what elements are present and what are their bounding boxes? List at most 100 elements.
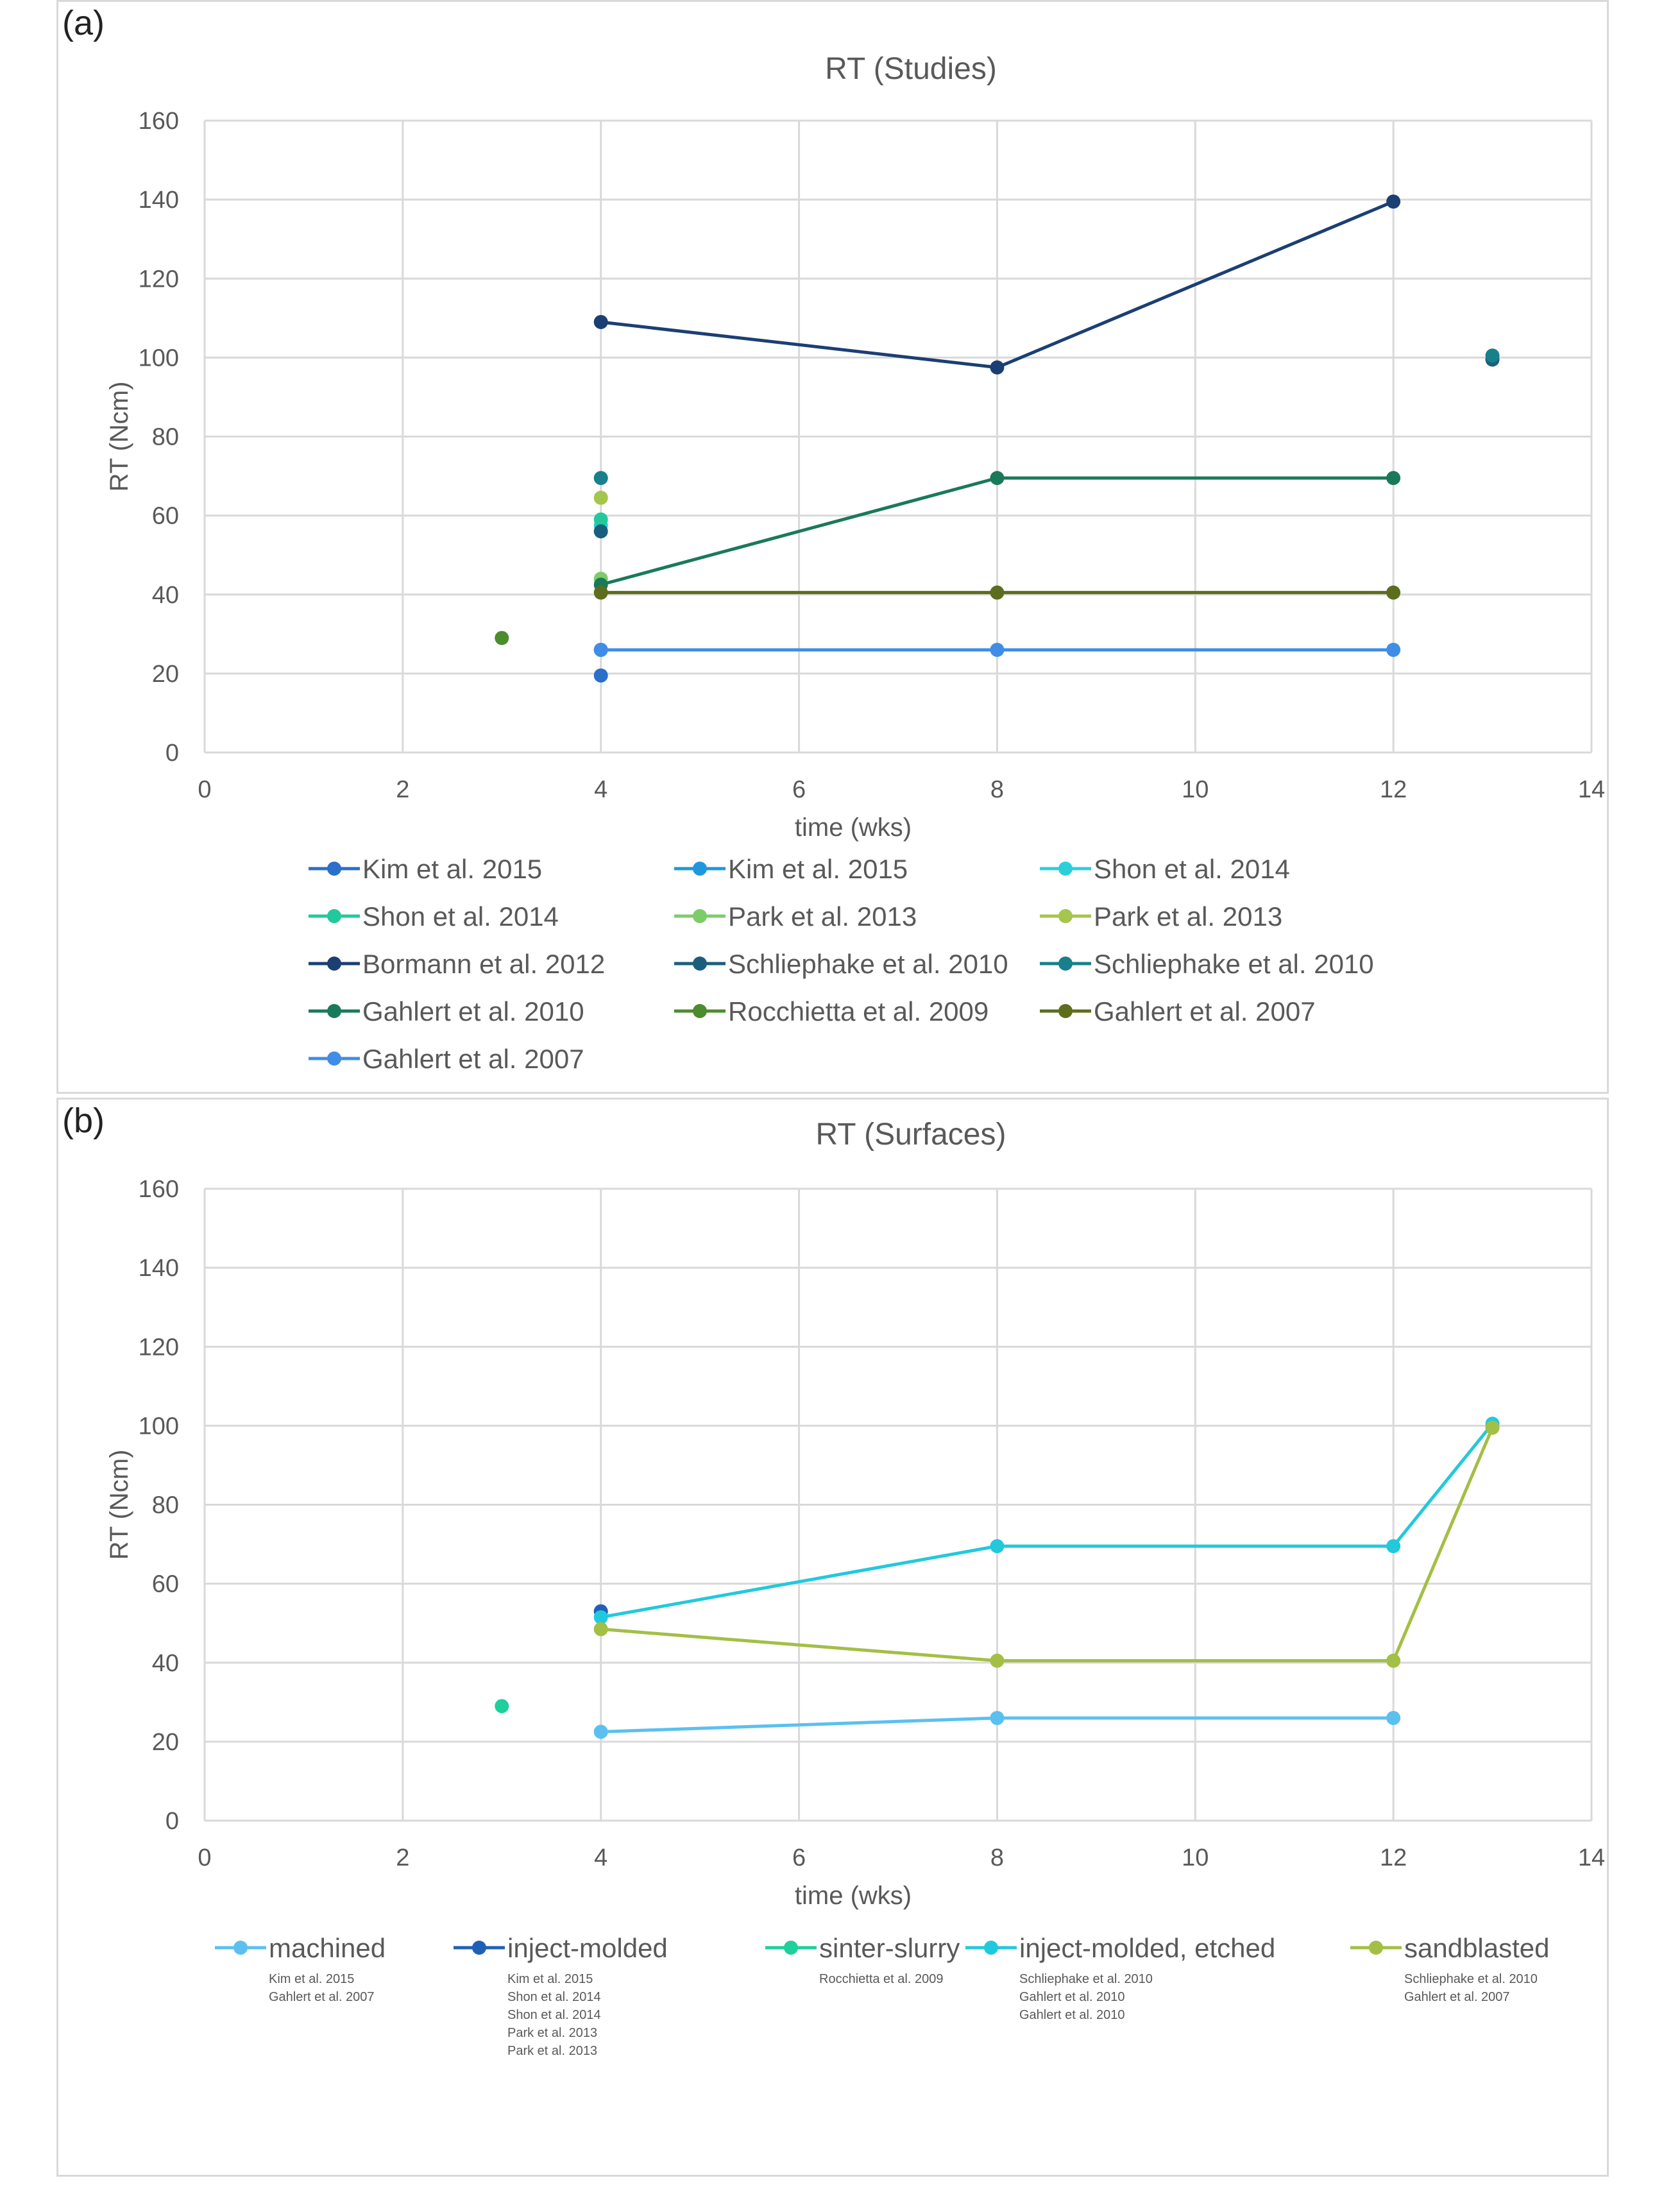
legend-marker xyxy=(693,1004,707,1018)
legend-item: Schliephake et al. 2010 xyxy=(1040,949,1374,979)
y-tick-label: 0 xyxy=(166,740,179,767)
legend-marker xyxy=(693,862,707,876)
data-point xyxy=(593,524,608,539)
legend-study: Kim et al. 2015 xyxy=(507,1972,593,1986)
legend-study: Park et al. 2013 xyxy=(507,2026,597,2040)
panel-a: (a) RT (Studies) 0 20 40 60 80 100 120 140 160 0 2 4… xyxy=(56,0,1609,1094)
legend-marker xyxy=(327,1051,341,1066)
x-tick-label: 8 xyxy=(990,776,1004,803)
panel-b: (b) RT (Surfaces) 0 20 40 60 80 100 120 140 160 0 2… xyxy=(56,1098,1609,2177)
legend-study: Gahlert et al. 2007 xyxy=(269,1990,375,2004)
legend-marker xyxy=(693,909,707,923)
legend-label: Gahlert et al. 2010 xyxy=(362,996,584,1026)
data-point xyxy=(1386,471,1401,486)
x-axis-title: time (wks) xyxy=(795,1882,912,1910)
y-tick-label: 40 xyxy=(152,582,179,609)
data-point xyxy=(990,1710,1005,1725)
legend-item: Schliephake et al. 2010 xyxy=(674,949,1008,979)
data-point xyxy=(593,471,608,486)
data-point xyxy=(1386,194,1401,209)
x-tick-label: 8 xyxy=(990,1844,1004,1871)
legend-label: inject-molded xyxy=(507,1933,668,1963)
legend-label: Park et al. 2013 xyxy=(1094,901,1282,932)
legend-marker xyxy=(1369,1941,1383,1955)
legend-item: inject-molded Kim et al. 2015 Shon et al. … xyxy=(454,1933,668,2058)
legend-study: Schliephake et al. 2010 xyxy=(1019,1972,1153,1986)
legend-label: Shon et al. 2014 xyxy=(362,901,559,932)
x-tick-label: 4 xyxy=(594,776,607,803)
chart-studies: RT (Studies) 0 20 40 60 80 100 120 140 160 0 2 4 6 8 10… xyxy=(105,52,1605,1074)
legend-label: Kim et al. 2015 xyxy=(728,854,908,884)
series-11 xyxy=(593,585,1401,600)
y-axis-title: RT (Ncm) xyxy=(105,1450,133,1560)
x-tick-label: 6 xyxy=(792,776,806,803)
legend-marker xyxy=(1058,1004,1073,1018)
x-tick-label: 2 xyxy=(396,776,409,803)
data-point xyxy=(990,585,1005,600)
legend-label: inject-molded, etched xyxy=(1019,1933,1275,1963)
x-tick-label: 0 xyxy=(198,776,211,803)
x-tick-label: 14 xyxy=(1578,1844,1605,1871)
legend-marker xyxy=(327,1004,341,1018)
legend-label: machined xyxy=(269,1933,386,1963)
legend-marker xyxy=(327,957,341,971)
data-point xyxy=(1485,348,1500,363)
data-point xyxy=(990,360,1005,375)
data-point xyxy=(990,471,1005,486)
series-3 xyxy=(593,1417,1500,1624)
legend-marker xyxy=(472,1941,486,1955)
data-point xyxy=(593,1610,608,1624)
legend-item: Bormann et al. 2012 xyxy=(309,949,605,979)
series-line xyxy=(600,1627,997,1663)
legend-label: Park et al. 2013 xyxy=(728,901,917,932)
series-0 xyxy=(593,1710,1401,1739)
y-tick-label: 160 xyxy=(139,1176,179,1203)
data-point xyxy=(990,1539,1005,1554)
x-tick-label: 14 xyxy=(1578,776,1605,803)
legend-marker xyxy=(327,862,341,876)
legend-marker xyxy=(1058,862,1073,876)
x-tick-label: 10 xyxy=(1182,776,1209,803)
series-line xyxy=(1392,1422,1494,1547)
legend-marker xyxy=(984,1941,998,1955)
series-3 xyxy=(593,512,608,527)
legend-item: Gahlert et al. 2007 xyxy=(1040,996,1316,1026)
legend-study: Park et al. 2013 xyxy=(507,2044,597,2058)
series-line xyxy=(600,476,998,586)
legend-item: Rocchietta et al. 2009 xyxy=(674,996,989,1026)
legend-item: Gahlert et al. 2010 xyxy=(309,996,584,1026)
y-axis-title: RT (Ncm) xyxy=(105,382,133,492)
y-tick-label: 100 xyxy=(139,345,179,371)
data-point xyxy=(495,631,509,645)
legend-study: Gahlert et al. 2010 xyxy=(1019,1990,1125,2004)
y-tick-label: 120 xyxy=(139,1334,179,1361)
data-point xyxy=(593,314,608,329)
legend-label: sandblasted xyxy=(1404,1933,1550,1963)
y-tick-label: 20 xyxy=(152,661,179,688)
series-7 xyxy=(593,352,1500,539)
series-12 xyxy=(593,642,1401,657)
legend-item: Gahlert et al. 2007 xyxy=(309,1044,584,1074)
x-tick-label: 2 xyxy=(396,1844,409,1871)
legend-label: Schliephake et al. 2010 xyxy=(728,949,1008,979)
legend-label: Kim et al. 2015 xyxy=(362,854,542,884)
x-tick-label: 12 xyxy=(1380,1844,1407,1871)
legend-item: Park et al. 2013 xyxy=(1040,901,1282,932)
x-tick-label: 12 xyxy=(1380,776,1407,803)
y-tick-label: 140 xyxy=(139,187,179,214)
data-point xyxy=(1485,1420,1500,1435)
x-tick-label: 0 xyxy=(198,1844,211,1871)
legend-study: Schliephake et al. 2010 xyxy=(1404,1972,1538,1986)
data-point xyxy=(593,490,608,505)
data-point xyxy=(1386,1653,1401,1668)
data-point xyxy=(495,1699,509,1714)
y-tick-label: 20 xyxy=(152,1729,179,1756)
legend-item: Shon et al. 2014 xyxy=(309,901,559,932)
legend-study: Gahlert et al. 2010 xyxy=(1019,2008,1125,2022)
chart-surfaces: RT (Surfaces) 0 20 40 60 80 100 120 140 160 0 2 4 6 8 1… xyxy=(105,1118,1605,2058)
legend-marker xyxy=(1058,957,1073,971)
x-axis-title: time (wks) xyxy=(795,813,912,842)
series-4 xyxy=(593,1420,1500,1668)
legend-study: Shon et al. 2014 xyxy=(507,1990,601,2004)
legend-label: Gahlert et al. 2007 xyxy=(1094,996,1316,1026)
